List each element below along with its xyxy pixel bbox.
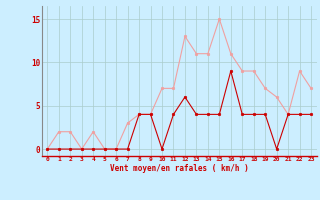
X-axis label: Vent moyen/en rafales ( km/h ): Vent moyen/en rafales ( km/h ) [110, 164, 249, 173]
